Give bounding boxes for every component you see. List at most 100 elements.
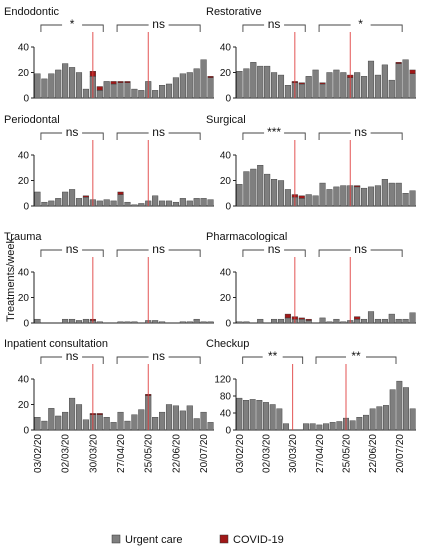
bar-urgent-care	[336, 421, 343, 431]
bar-urgent-care	[284, 189, 291, 207]
chart-panel: Trauma 0 20 40 ns ns	[4, 231, 214, 330]
bar-urgent-care	[388, 182, 395, 207]
chart-panel: Pharmacological 0 20 40 ns ns	[206, 231, 416, 330]
bar-urgent-care	[34, 73, 41, 99]
bar-urgent-care	[200, 321, 207, 324]
legend-label-urgent-care: Urgent care	[125, 534, 182, 546]
bar-urgent-care	[172, 201, 179, 207]
y-tick-label: 40	[18, 151, 30, 162]
bar-urgent-care	[131, 204, 138, 207]
x-tick-label: 30/03/20	[88, 434, 99, 473]
chart-title: Trauma	[4, 231, 42, 243]
bar-covid-19	[117, 81, 124, 83]
bar-urgent-care	[269, 404, 276, 431]
bar-urgent-care	[193, 68, 200, 99]
bar-urgent-care	[340, 321, 347, 324]
bar-urgent-care	[138, 203, 145, 207]
bar-urgent-care	[305, 194, 312, 207]
bar-urgent-care	[395, 63, 402, 99]
significance-label: **	[268, 349, 278, 363]
bar-urgent-care	[264, 173, 271, 207]
chart-title: Inpatient consultation	[4, 338, 108, 350]
bar-urgent-care	[257, 164, 264, 207]
bar-covid-19	[284, 313, 291, 319]
significance-label-bg	[62, 17, 83, 29]
x-tick-label: 27/04/20	[116, 434, 127, 473]
significance-label-bg	[148, 242, 169, 254]
bar-urgent-care	[283, 423, 289, 431]
bar-urgent-care	[41, 201, 48, 207]
bar-urgent-care	[409, 312, 416, 324]
bar-urgent-care	[340, 72, 347, 99]
bar-urgent-care	[207, 77, 214, 99]
bar-covid-19	[124, 81, 131, 83]
y-tick-label: 20	[18, 400, 30, 411]
bar-urgent-care	[376, 406, 383, 431]
bar-urgent-care	[110, 83, 117, 99]
chart-panel: Inpatient consultation 0 20 40 ns ns	[4, 338, 214, 437]
significance-label: ns	[268, 17, 281, 31]
bar-urgent-care	[69, 189, 76, 207]
x-tick-label: 30/03/20	[288, 434, 299, 473]
y-tick-label: 40	[18, 43, 30, 54]
bar-urgent-care	[159, 85, 166, 99]
bar-urgent-care	[256, 400, 263, 431]
bar-urgent-care	[354, 72, 361, 99]
bar-urgent-care	[179, 321, 186, 324]
bar-urgent-care	[200, 198, 207, 207]
bar-urgent-care	[395, 318, 402, 324]
bar-covid-19	[319, 82, 326, 85]
bar-urgent-care	[62, 318, 69, 324]
bar-urgent-care	[55, 198, 62, 207]
bar-urgent-care	[367, 60, 375, 99]
significance-label-bg	[148, 125, 169, 137]
bar-urgent-care	[381, 179, 388, 207]
bar-urgent-care	[271, 72, 278, 99]
chart-panel: Restorative 0 20 40 ns *	[206, 6, 416, 105]
bar-urgent-care	[124, 82, 131, 99]
bar-urgent-care	[41, 78, 48, 99]
bar-urgent-care	[117, 321, 124, 324]
bar-urgent-care	[159, 321, 166, 324]
bar-urgent-care	[277, 318, 285, 324]
bar-urgent-care	[402, 59, 409, 99]
bar-urgent-care	[207, 422, 214, 431]
chart-panels: Endodontic 0 20 40 * ns Restorative 0 20 40 ns * Per…	[4, 6, 416, 437]
bar-urgent-care	[165, 200, 173, 207]
bar-urgent-care	[55, 415, 62, 431]
significance-label-bg	[62, 242, 83, 254]
bar-urgent-care	[326, 189, 333, 207]
y-tick-label: 20	[18, 68, 30, 79]
y-tick-label: 40	[220, 268, 232, 279]
bar-urgent-care	[326, 72, 333, 99]
bar-urgent-care	[333, 318, 340, 324]
chart-title: Endodontic	[4, 6, 60, 18]
bar-urgent-care	[138, 90, 145, 99]
bar-urgent-care	[402, 193, 409, 207]
significance-label-bg	[350, 242, 371, 254]
bar-urgent-care	[319, 317, 326, 324]
bar-urgent-care	[69, 397, 76, 431]
bar-urgent-care	[62, 63, 69, 99]
bar-urgent-care	[383, 405, 389, 431]
bar-urgent-care	[250, 62, 257, 99]
bar-urgent-care	[409, 190, 416, 207]
bar-urgent-care	[312, 195, 319, 207]
bar-urgent-care	[103, 199, 110, 207]
significance-label-bg	[350, 17, 371, 29]
significance-label: ns	[66, 349, 79, 363]
bar-urgent-care	[369, 408, 376, 431]
bar-urgent-care	[48, 73, 55, 99]
bar-urgent-care	[34, 417, 41, 431]
bar-urgent-care	[250, 168, 257, 207]
bar-urgent-care	[117, 194, 124, 207]
bar-urgent-care	[172, 405, 179, 431]
bar-urgent-care	[193, 318, 200, 324]
significance-label-bg	[264, 242, 285, 254]
bar-urgent-care	[361, 187, 368, 207]
bar-urgent-care	[374, 74, 381, 99]
bar-urgent-care	[277, 180, 285, 207]
y-tick-label: 0	[225, 319, 231, 330]
bar-urgent-care	[329, 422, 336, 431]
y-tick-label: 20	[220, 176, 232, 187]
